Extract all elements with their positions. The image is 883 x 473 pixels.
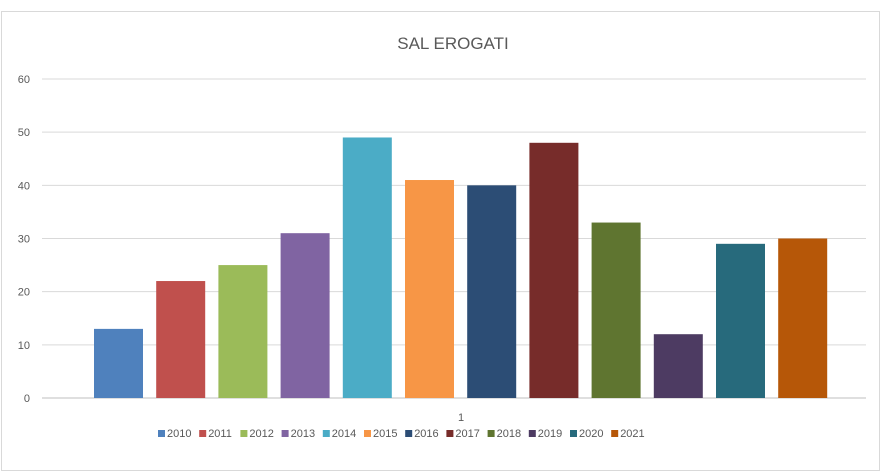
bar-2014 — [342, 137, 392, 398]
legend-swatch-2016 — [405, 430, 413, 437]
legend-swatch-2010 — [158, 430, 165, 437]
legend-swatch-2013 — [281, 430, 289, 437]
bar-2013 — [280, 233, 330, 398]
bar-2017 — [529, 142, 579, 398]
legend-label-2017: 2017 — [455, 428, 479, 440]
legend-swatch-2018 — [487, 430, 495, 437]
legend-swatch-2021 — [611, 430, 619, 437]
legend-label-2012: 2012 — [249, 428, 273, 440]
legend-label-2014: 2014 — [332, 428, 356, 440]
chart-title: SAL EROGATI — [397, 34, 508, 53]
y-tick-label: 10 — [18, 340, 30, 352]
y-tick-label: 0 — [24, 393, 30, 405]
legend-label-2015: 2015 — [373, 428, 397, 440]
legend-label-2019: 2019 — [538, 428, 562, 440]
y-tick-label: 50 — [18, 127, 30, 139]
y-tick-label: 30 — [18, 234, 30, 246]
x-tick-label: 1 — [458, 412, 464, 424]
bar-2015 — [405, 180, 454, 398]
legend-label-2013: 2013 — [291, 428, 315, 440]
bar-2019 — [653, 334, 703, 398]
bar-2011 — [156, 281, 206, 398]
legend-swatch-2012 — [240, 430, 248, 437]
legend-swatch-2015 — [364, 430, 371, 437]
legend-swatch-2011 — [199, 430, 207, 437]
legend-swatch-2019 — [528, 430, 536, 437]
bar-2021 — [778, 238, 828, 398]
bar-2010 — [94, 328, 143, 398]
bar-2012 — [218, 265, 268, 398]
legend: 2010 2011 2012 2013 2014 2015 2016 2017 2018 2019… — [158, 428, 645, 440]
legend-label-2021: 2021 — [620, 428, 644, 440]
legend-label-2011: 2011 — [208, 428, 232, 440]
legend-swatch-2017 — [446, 430, 454, 437]
y-tick-label: 20 — [18, 287, 30, 299]
legend-swatch-2014 — [322, 430, 330, 437]
bar-2020 — [716, 243, 765, 398]
legend-label-2010: 2010 — [167, 428, 191, 440]
bar-2018 — [591, 222, 641, 398]
bars — [94, 137, 828, 398]
legend-label-2016: 2016 — [414, 428, 438, 440]
legend-swatch-2020 — [570, 430, 577, 437]
y-tick-label: 40 — [18, 180, 30, 192]
x-axis: 1 — [458, 412, 464, 424]
legend-label-2018: 2018 — [497, 428, 521, 440]
bar-2016 — [467, 185, 517, 398]
legend-label-2020: 2020 — [579, 428, 603, 440]
y-tick-label: 60 — [18, 74, 30, 86]
y-axis: 0 10 20 30 40 50 60 — [18, 74, 30, 405]
